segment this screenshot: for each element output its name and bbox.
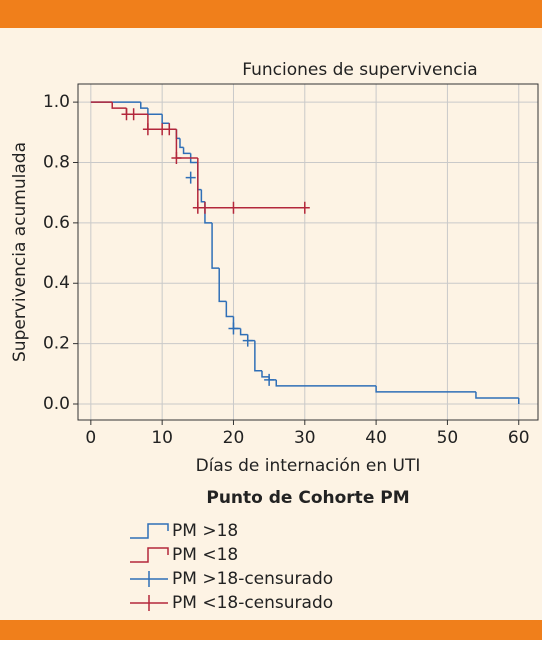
- legend-label: PM <18: [172, 545, 238, 565]
- y-tick-label: 0.8: [43, 152, 70, 172]
- survival-step: [111, 102, 127, 109]
- censor-mark: [164, 123, 175, 136]
- survival-step: [239, 328, 248, 336]
- legend-icon: [130, 571, 168, 587]
- survival-step: [140, 102, 148, 109]
- survival-step: [179, 138, 184, 149]
- survival-step: [225, 301, 234, 318]
- censor-mark: [128, 108, 139, 121]
- legend-icon: [130, 595, 168, 611]
- x-tick-label: 0: [85, 428, 96, 448]
- x-tick-label: 30: [294, 428, 316, 448]
- legend-icon: [130, 523, 169, 539]
- y-axis-label: Supervivencia acumulada: [10, 142, 30, 362]
- plot-frame: [77, 83, 539, 421]
- survival-step: [261, 370, 270, 378]
- censor-mark: [264, 373, 275, 386]
- survival-step: [375, 385, 476, 393]
- survival-step: [200, 189, 205, 203]
- x-axis-label: Días de internación en UTI: [196, 456, 421, 476]
- y-tick-label: 0.6: [43, 213, 70, 233]
- x-tick-label: 60: [508, 428, 530, 448]
- bottom-band: [0, 620, 542, 640]
- censor-mark: [185, 171, 196, 184]
- y-tick-label: 0.0: [43, 394, 70, 414]
- legend-label: PM <18-censurado: [172, 593, 333, 613]
- survival-step: [475, 391, 519, 399]
- legend-title: Punto de Cohorte PM: [206, 488, 409, 508]
- top-band: [0, 0, 542, 28]
- x-tick-label: 20: [223, 428, 245, 448]
- legend-label: PM >18-censurado: [172, 569, 333, 589]
- y-tick-label: 0.2: [43, 334, 70, 354]
- legend-icon: [130, 547, 169, 563]
- censor-mark: [199, 201, 210, 214]
- survival-step: [161, 114, 170, 124]
- censor-mark: [171, 151, 182, 164]
- footer: [0, 640, 542, 656]
- censor-mark: [142, 123, 153, 136]
- legend-label: PM >18: [172, 521, 238, 541]
- y-tick-label: 0.4: [43, 273, 70, 293]
- survival-step: [275, 379, 377, 387]
- chart-title: Funciones de supervivencia: [242, 60, 477, 80]
- censor-mark: [242, 334, 253, 347]
- censor-mark: [228, 201, 239, 214]
- censor-mark: [228, 322, 239, 335]
- x-tick-label: 50: [437, 428, 459, 448]
- survival-step: [211, 222, 220, 269]
- survival-step: [189, 153, 198, 164]
- x-tick-label: 10: [151, 428, 173, 448]
- survival-step: [182, 147, 191, 155]
- survival-step: [218, 268, 227, 303]
- y-tick-label: 1.0: [43, 92, 70, 112]
- x-tick-label: 40: [365, 428, 387, 448]
- survival-step: [254, 340, 262, 372]
- censor-mark: [299, 201, 310, 214]
